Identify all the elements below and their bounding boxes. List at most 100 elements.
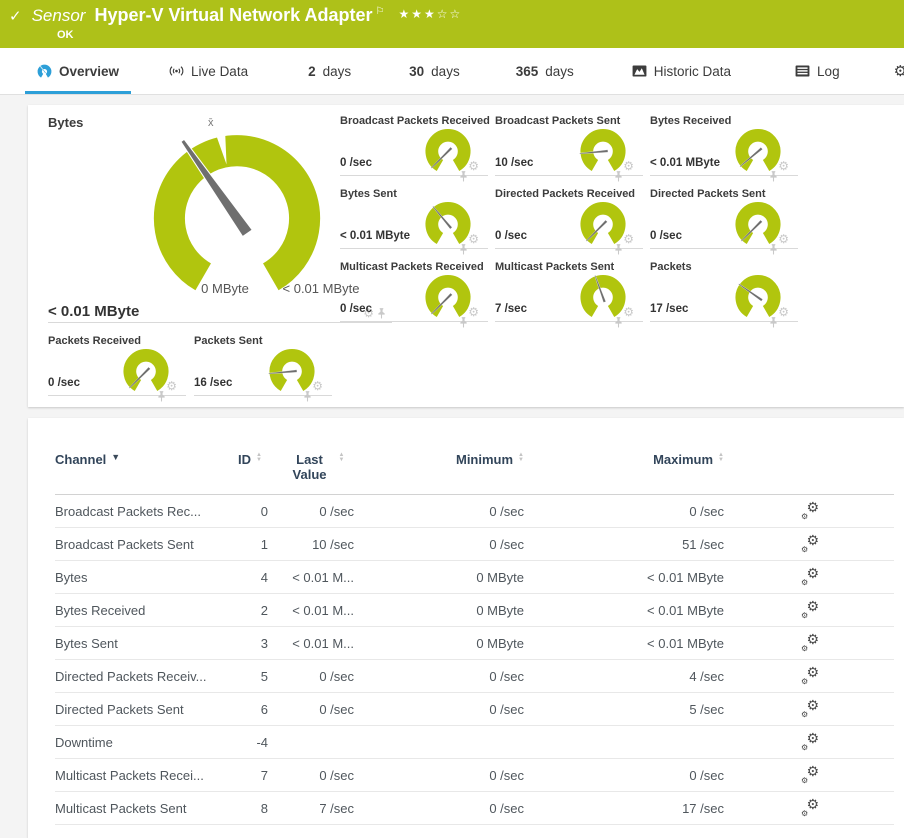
log-icon (795, 65, 810, 77)
channel-settings-icon[interactable]: ⚙ ⚙ (801, 631, 819, 653)
tab-log[interactable]: Log (783, 48, 852, 94)
table-row-multicast-packets-recei[interactable]: Multicast Packets Recei... 7 0 /sec 0 /sec 0… (55, 759, 894, 792)
channel-name: Bytes (55, 569, 88, 585)
channel-settings-icon[interactable]: ⚙ ⚙ (801, 697, 819, 719)
table-row-bytes-received[interactable]: Bytes Received 2 < 0.01 M... 0 MByte < 0.01 … (55, 594, 894, 627)
gauge-value: 0 /sec (48, 377, 80, 389)
channel-id: 3 (260, 635, 268, 651)
pin-icon[interactable] (377, 307, 386, 319)
tab-30-days[interactable]: 30 days (397, 48, 472, 94)
column-header-minimum[interactable]: Minimum ▲ ▼ (356, 452, 526, 467)
table-row-bytes-sent[interactable]: Bytes Sent 3 < 0.01 M... 0 MByte < 0.01 MByt… (55, 627, 894, 660)
gauge-value: 10 /sec (495, 157, 534, 169)
channel-settings-icon[interactable]: ⚙ ⚙ (801, 598, 819, 620)
channel-settings-icon[interactable]: ⚙ ⚙ (801, 532, 819, 554)
gear-icon[interactable]: ⚙ (623, 159, 634, 173)
column-label: Minimum (455, 452, 514, 467)
tab-number: 30 (409, 63, 425, 79)
gear-icon[interactable]: ⚙ (468, 232, 479, 246)
gear-icon[interactable]: ⚙ (778, 305, 789, 319)
sort-icon: ▲ ▼ (338, 452, 345, 463)
gauge-dial (735, 128, 781, 171)
gauge-broadcast-packets-sent: Broadcast Packets Sent 10 /sec ⚙ (495, 115, 643, 182)
table-row-directed-packets-receiv[interactable]: Directed Packets Receiv... 5 0 /sec 0 /sec 4… (55, 660, 894, 693)
channel-name: Multicast Packets Sent (55, 800, 187, 816)
channel-settings-icon[interactable]: ⚙ ⚙ (801, 664, 819, 686)
column-header-last-value[interactable]: Last Value ▲ ▼ (274, 452, 356, 482)
tab-live-data[interactable]: Live Data (157, 48, 260, 94)
gear-icon[interactable]: ⚙ (363, 306, 374, 320)
minimum-value: 0 MByte (476, 602, 524, 618)
sensor-title: Hyper-V Virtual Network Adapter (94, 5, 373, 25)
maximum-value: 0 /sec (689, 503, 724, 519)
table-row-broadcast-packets-rec[interactable]: Broadcast Packets Rec... 0 0 /sec 0 /sec 0 /… (55, 495, 894, 528)
small-gauges-bottom-row: Packets Received 0 /sec ⚙ Packets Sent 16 /s… (48, 335, 332, 402)
channel-id: 6 (260, 701, 268, 717)
gear-icon[interactable]: ⚙ (166, 379, 177, 393)
gear-icon[interactable]: ⚙ (468, 159, 479, 173)
gear-icon[interactable]: ⚙ (623, 305, 634, 319)
gauge-multicast-packets-received: Multicast Packets Received 0 /sec ⚙ (340, 261, 488, 328)
table-row-bytes[interactable]: Bytes 4 < 0.01 M... 0 MByte < 0.01 MByte ⚙ ⚙ (55, 561, 894, 594)
table-row-multicast-packets-sent[interactable]: Multicast Packets Sent 8 7 /sec 0 /sec 17 /s… (55, 792, 894, 825)
sort-icon: ▲ ▼ (718, 452, 724, 463)
minimum-value: 0 /sec (489, 800, 524, 816)
table-header: Channel ▼ ID ▲ ▼ Last Value ▲ ▼ Minimum ▲ ▼ Maximum… (55, 452, 894, 495)
tab-2-days[interactable]: 2 days (296, 48, 363, 94)
chart-icon (632, 65, 647, 77)
flag-icon[interactable]: ⚐ (375, 5, 385, 17)
gear-icon[interactable]: ⚙ (312, 379, 323, 393)
tab-label: Log (817, 63, 840, 79)
tab-label: days (545, 63, 574, 79)
maximum-value: 17 /sec (682, 800, 724, 816)
gauge-packets-received: Packets Received 0 /sec ⚙ (48, 335, 186, 402)
tab-bar: Overview Live Data 2 days 30 days 365 days Histo… (0, 48, 904, 95)
channel-name: Bytes Sent (55, 635, 118, 651)
channel-settings-icon[interactable]: ⚙ ⚙ (801, 565, 819, 587)
gauge-title: Multicast Packets Received (340, 261, 484, 273)
tab-365-days[interactable]: 365 days (504, 48, 586, 94)
minimum-value: 0 MByte (476, 569, 524, 585)
maximum-value: < 0.01 MByte (647, 602, 724, 618)
primary-gauge-bytes: Bytes x̄ 0 MByte < 0.01 MByte < 0.01 MBy… (48, 115, 392, 323)
last-value: 0 /sec (319, 767, 354, 783)
gauge-title: Directed Packets Received (495, 188, 636, 200)
column-header-id[interactable]: ID ▲ ▼ (238, 452, 274, 467)
table-row-broadcast-packets-sent[interactable]: Broadcast Packets Sent 1 10 /sec 0 /sec 51 /… (55, 528, 894, 561)
gauges-panel: Bytes x̄ 0 MByte < 0.01 MByte < 0.01 MBy… (28, 105, 904, 407)
table-row-downtime[interactable]: Downtime -4 ⚙ ⚙ (55, 726, 894, 759)
channel-settings-icon[interactable]: ⚙ ⚙ (801, 796, 819, 818)
channel-settings-icon[interactable]: ⚙ ⚙ (801, 763, 819, 785)
gear-icon[interactable]: ⚙ (778, 159, 789, 173)
tab-overview[interactable]: Overview (25, 48, 132, 94)
channel-name: Bytes Received (55, 602, 146, 618)
maximum-value: < 0.01 MByte (647, 569, 724, 585)
gauge-dial (735, 201, 781, 244)
column-header-channel[interactable]: Channel ▼ (55, 452, 238, 467)
column-header-maximum[interactable]: Maximum ▲ ▼ (526, 452, 726, 467)
gear-icon[interactable]: ⚙ (778, 232, 789, 246)
channel-id: -4 (256, 734, 268, 750)
channel-id: 4 (260, 569, 268, 585)
gear-icon[interactable]: ⚙ (468, 305, 479, 319)
gauge-title: Directed Packets Sent (650, 188, 766, 200)
gear-icon[interactable]: ⚙ (623, 232, 634, 246)
maximum-value: 4 /sec (689, 668, 724, 684)
minimum-value: 0 /sec (489, 701, 524, 717)
gauge-title: Packets Sent (194, 335, 263, 347)
table-row-directed-packets-sent[interactable]: Directed Packets Sent 6 0 /sec 0 /sec 5 /sec… (55, 693, 894, 726)
channel-settings-icon[interactable]: ⚙ ⚙ (801, 730, 819, 752)
channel-settings-icon[interactable]: ⚙ ⚙ (801, 499, 819, 521)
tab-settings[interactable]: ⚙Settings (882, 48, 904, 94)
column-label: Maximum (653, 452, 714, 467)
channel-id: 2 (260, 602, 268, 618)
gauge-title: Packets (650, 261, 692, 273)
priority-stars[interactable]: ★★★☆☆ (398, 6, 463, 21)
tab-historic-data[interactable]: Historic Data (620, 48, 743, 94)
gauge-dial (425, 201, 471, 244)
minimum-value: 0 /sec (489, 536, 524, 552)
tab-label: Overview (59, 63, 120, 79)
sort-icon: ▲ ▼ (256, 452, 262, 463)
minimum-value: 0 /sec (489, 668, 524, 684)
tab-number: 2 (308, 63, 316, 79)
